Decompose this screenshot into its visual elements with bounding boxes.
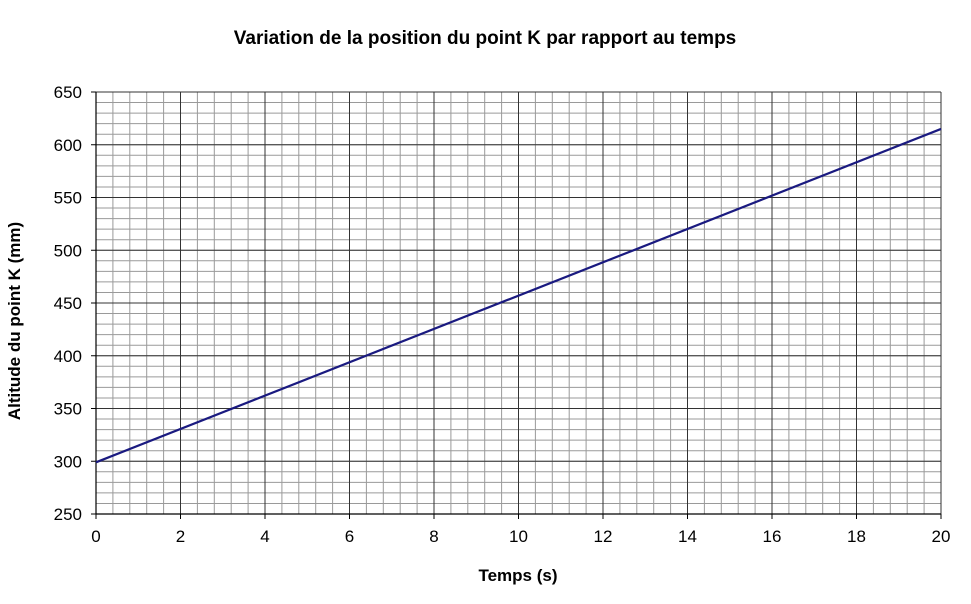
x-tick-label: 12 — [594, 527, 613, 546]
y-tick-label: 400 — [54, 347, 82, 366]
y-tick-label: 450 — [54, 294, 82, 313]
x-tick-label: 20 — [932, 527, 951, 546]
x-tick-label: 6 — [345, 527, 354, 546]
series-line — [95, 127, 942, 464]
x-tick-label: 14 — [678, 527, 697, 546]
x-tick-label: 10 — [509, 527, 528, 546]
y-tick-label: 250 — [54, 505, 82, 524]
major-grid — [95, 91, 942, 515]
y-axis-title: Altitude du point K (mm) — [5, 222, 24, 420]
axes — [91, 91, 942, 519]
series-layer — [95, 127, 942, 464]
x-tick-label: 16 — [763, 527, 782, 546]
y-tick-label: 350 — [54, 400, 82, 419]
y-tick-label: 500 — [54, 241, 82, 260]
y-tick-label: 550 — [54, 189, 82, 208]
y-tick-label: 300 — [54, 452, 82, 471]
x-tick-label: 18 — [847, 527, 866, 546]
x-tick-label: 4 — [260, 527, 269, 546]
y-tick-label: 600 — [54, 136, 82, 155]
chart-title: Variation de la position du point K par … — [234, 28, 737, 49]
tick-labels: 0 2 4 6 8 10 12 14 16 18 20 250 300 350 400 450 500 550 60… — [54, 83, 951, 546]
x-axis-title: Temps (s) — [478, 566, 557, 585]
x-tick-label: 2 — [176, 527, 185, 546]
x-tick-label: 8 — [429, 527, 438, 546]
y-tick-label: 650 — [54, 83, 82, 102]
x-tick-label: 0 — [91, 527, 100, 546]
